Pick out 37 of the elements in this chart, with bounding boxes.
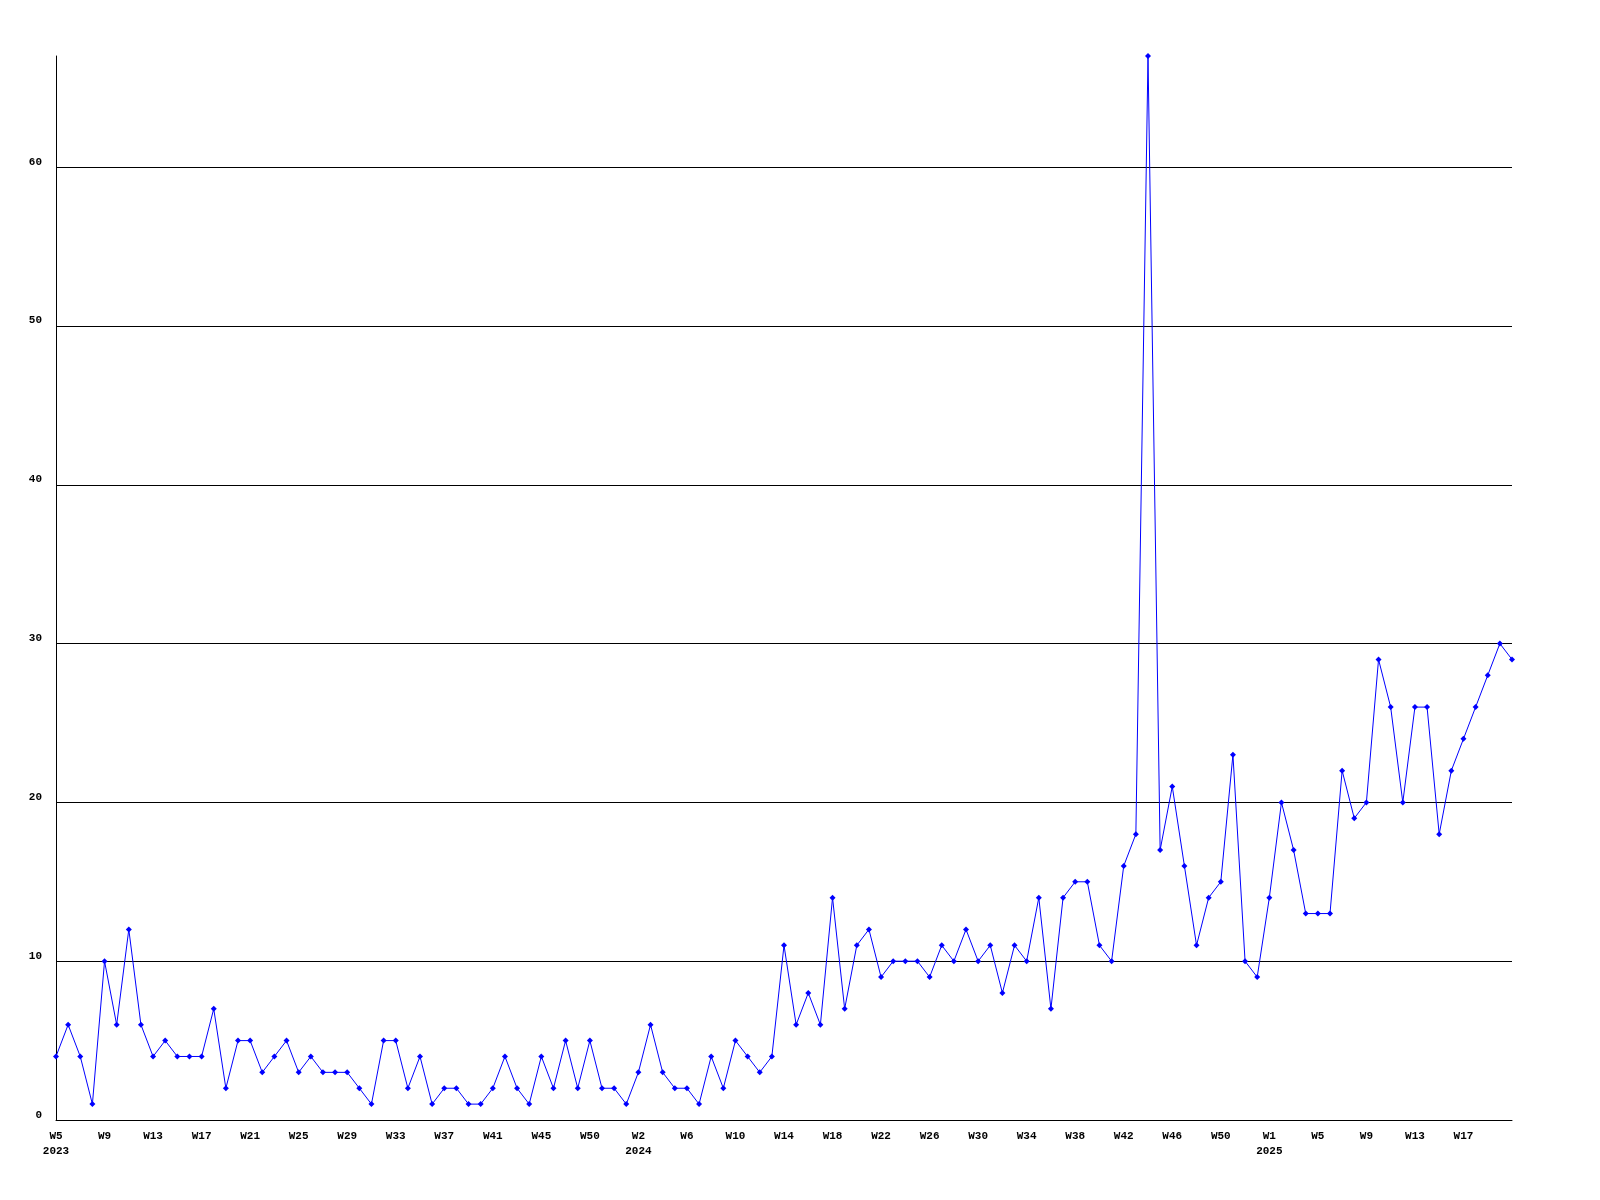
x-tick-label: W13 (1405, 1129, 1426, 1142)
x-tick-label: W42 (1113, 1129, 1134, 1142)
x-tick-label: W9 (1359, 1129, 1373, 1142)
x-tick-label: W18 (822, 1129, 843, 1142)
y-tick-label: 0 (35, 1108, 42, 1121)
x-tick-label: W30 (968, 1129, 989, 1142)
x-tick-label: W17 (1453, 1129, 1474, 1142)
x-tick-label: W41 (482, 1129, 504, 1142)
y-tick-label: 60 (28, 155, 42, 168)
y-tick-label: 20 (28, 790, 42, 803)
x-tick-label: W10 (725, 1129, 746, 1142)
x-tick-label: W34 (1016, 1129, 1037, 1142)
x-tick-label: W45 (531, 1129, 552, 1142)
y-tick-label: 30 (28, 632, 42, 645)
x-tick-label: W37 (434, 1129, 455, 1142)
y-tick-label: 10 (28, 949, 42, 962)
x-tick-label: W5 (1311, 1129, 1325, 1142)
y-tick-label: 50 (28, 314, 42, 327)
x-tick-label: W46 (1162, 1129, 1183, 1142)
x-tick-label: W9 (97, 1129, 112, 1142)
x-tick-label: W14 (774, 1129, 795, 1142)
x-tick-label: W17 (191, 1129, 212, 1142)
x-tick-label: W38 (1065, 1129, 1086, 1142)
x-tick-label: W1 2025 (1256, 1129, 1283, 1157)
x-tick-label: W29 (337, 1129, 358, 1142)
x-tick-label: W33 (385, 1129, 407, 1142)
x-tick-label: W21 (240, 1129, 261, 1142)
x-tick-label: W25 (288, 1129, 309, 1142)
y-tick-label: 40 (28, 473, 42, 486)
x-tick-label: W50 (579, 1129, 600, 1142)
x-tick-label: W13 (143, 1129, 164, 1142)
x-tick-label: W2 2024 (625, 1129, 652, 1157)
x-tick-label: W50 (1210, 1129, 1231, 1142)
x-tick-label: W5 2023 (42, 1129, 70, 1157)
x-tick-label: W22 (871, 1129, 891, 1142)
x-tick-label: W6 (680, 1129, 694, 1142)
x-tick-label: W26 (919, 1129, 940, 1142)
